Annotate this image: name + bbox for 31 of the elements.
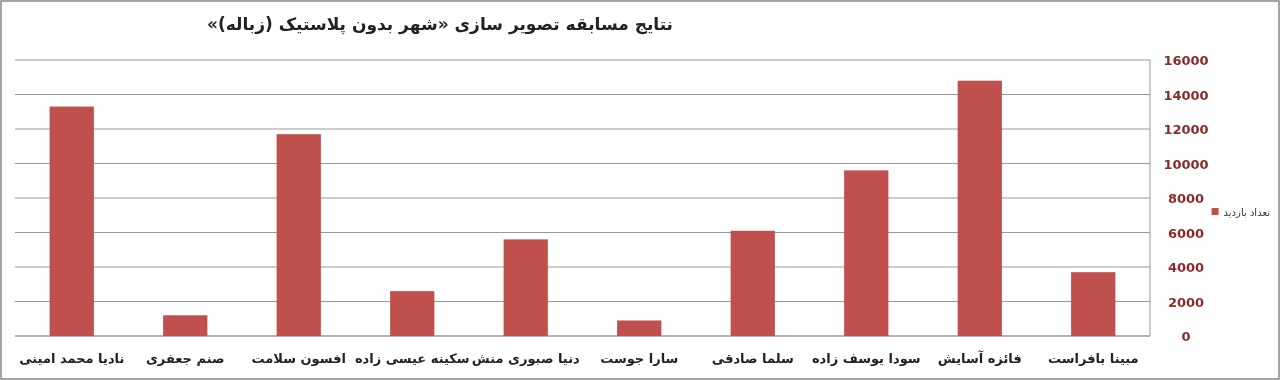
x-tick-label: سودا یوسف زاده [811, 351, 921, 366]
y-tick-label: 2000 [1167, 294, 1205, 310]
chart-title: نتایج مسابقه تصویر سازی «شهر بدون پلاستیک (زباله)» [207, 14, 673, 35]
y-tick-label: 4000 [1167, 260, 1205, 275]
bar [503, 239, 548, 336]
x-tick-label: سکینه عیسی زاده [354, 351, 470, 366]
y-tick-label: 12000 [1163, 122, 1209, 137]
legend-label: تعداد بازدید [1223, 207, 1271, 218]
y-tick-label: 14000 [1163, 87, 1209, 103]
bar [617, 320, 662, 336]
bar [844, 170, 889, 336]
bar [957, 80, 1002, 336]
bar [163, 315, 208, 336]
y-tick-label: 16000 [1163, 53, 1209, 68]
bar [276, 134, 321, 336]
x-tick-label: مبینا بافراست [1047, 351, 1139, 366]
x-tick-label: فائزه آسایش [937, 350, 1022, 366]
y-tick-label: 6000 [1167, 225, 1205, 241]
bar [390, 291, 435, 336]
bar [1071, 272, 1116, 336]
y-tick-label: 8000 [1167, 191, 1205, 206]
bar [730, 230, 775, 336]
x-tick-label: صنم جعفری [145, 351, 225, 366]
x-tick-label: سلما صادقی [711, 351, 794, 366]
x-tick-label: نادیا محمد امینی [19, 351, 125, 366]
bar [49, 106, 94, 336]
y-tick-label: 10000 [1163, 156, 1209, 172]
x-tick-label: افسون سلامت [251, 351, 346, 366]
y-tick-label: 0 [1181, 329, 1191, 344]
x-tick-label: سارا جوست [600, 351, 679, 366]
x-tick-label: دنیا صبوری منش [471, 351, 581, 366]
